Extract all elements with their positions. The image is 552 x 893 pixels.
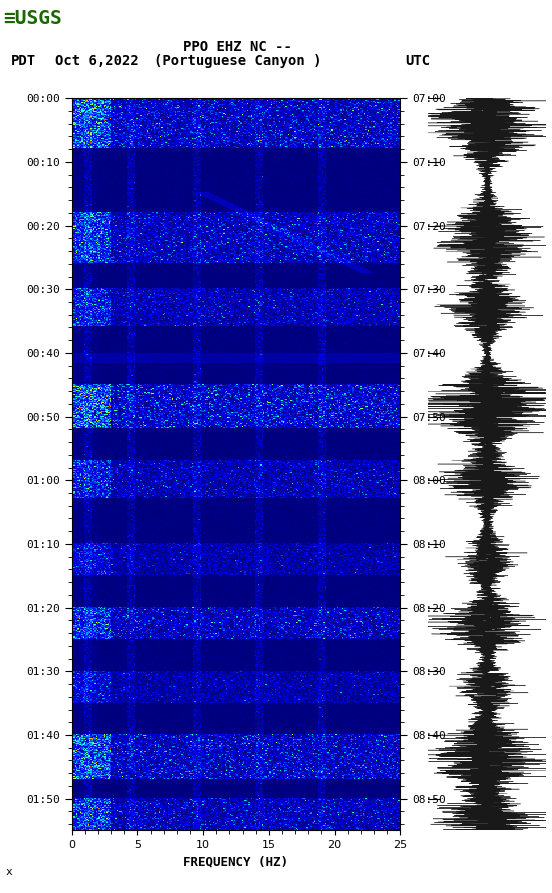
Text: (Portuguese Canyon ): (Portuguese Canyon ) xyxy=(153,54,321,68)
Text: Oct 6,2022: Oct 6,2022 xyxy=(55,54,139,68)
Text: PPO EHZ NC --: PPO EHZ NC -- xyxy=(183,40,292,54)
Text: PDT: PDT xyxy=(11,54,36,68)
Text: UTC: UTC xyxy=(406,54,431,68)
Text: x: x xyxy=(6,867,12,877)
Text: ≡USGS: ≡USGS xyxy=(3,9,61,28)
X-axis label: FREQUENCY (HZ): FREQUENCY (HZ) xyxy=(183,855,289,869)
